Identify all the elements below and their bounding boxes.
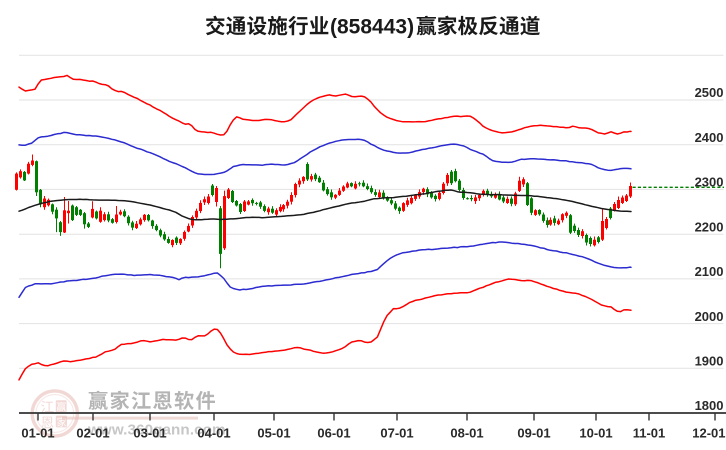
svg-text:06-01: 06-01	[317, 426, 350, 441]
svg-text:11-01: 11-01	[633, 426, 666, 441]
svg-text:1800: 1800	[695, 398, 724, 413]
svg-text:09-01: 09-01	[517, 426, 550, 441]
svg-text:05-01: 05-01	[257, 426, 290, 441]
svg-text:(858443): (858443)	[330, 15, 414, 38]
svg-text:12-01: 12-01	[692, 426, 725, 441]
svg-text:www.360gann.com: www.360gann.com	[87, 422, 226, 439]
svg-text:2200: 2200	[695, 219, 724, 234]
svg-text:1900: 1900	[695, 354, 724, 369]
svg-text:2300: 2300	[695, 175, 724, 190]
svg-text:10-01: 10-01	[579, 426, 612, 441]
svg-text:01-01: 01-01	[21, 426, 54, 441]
svg-text:08-01: 08-01	[450, 426, 483, 441]
svg-text:03-01: 03-01	[133, 426, 166, 441]
svg-text:2400: 2400	[695, 130, 724, 145]
svg-text:2500: 2500	[695, 85, 724, 100]
svg-text:2100: 2100	[695, 264, 724, 279]
svg-text:2000: 2000	[695, 309, 724, 324]
svg-text:07-01: 07-01	[380, 426, 413, 441]
svg-text:02-01: 02-01	[76, 426, 109, 441]
svg-text:04-01: 04-01	[197, 426, 230, 441]
